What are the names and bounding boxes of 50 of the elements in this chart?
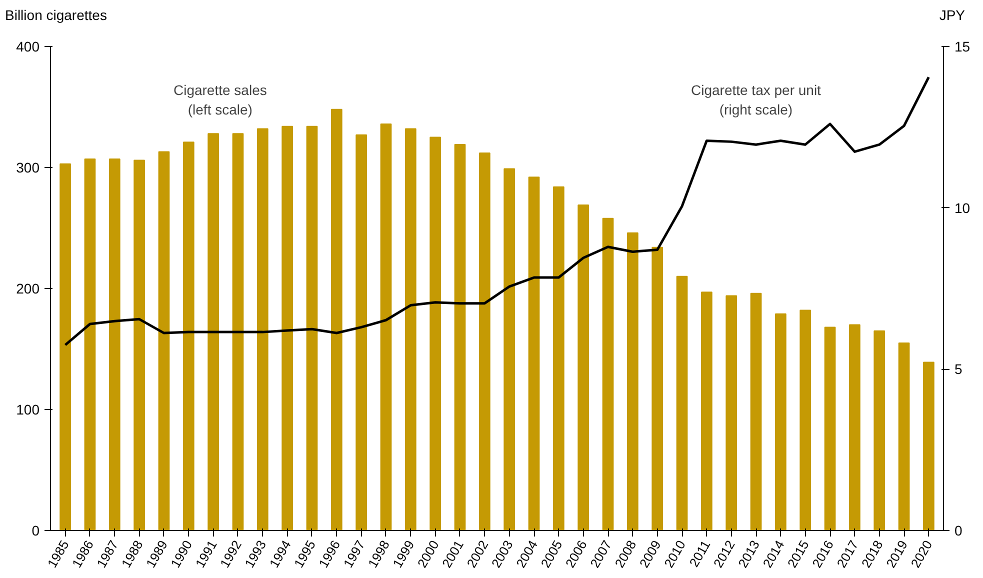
y2-tick-label: 5 (954, 361, 962, 378)
y2-tick-label: 10 (954, 200, 970, 216)
bar (256, 128, 268, 530)
bar (306, 126, 318, 530)
bar (454, 144, 466, 530)
y2-tick-label: 15 (954, 38, 970, 54)
y-tick-label: 100 (16, 402, 40, 418)
bar (356, 134, 368, 530)
bar (60, 163, 71, 530)
bar (182, 142, 194, 530)
bar (750, 292, 762, 530)
bar (578, 204, 590, 530)
bar (84, 158, 96, 530)
bar (134, 160, 145, 530)
bar (108, 158, 120, 530)
y-tick-label: 300 (16, 160, 40, 176)
bar (849, 324, 860, 530)
bar (504, 168, 516, 530)
y-tick-label: 0 (32, 522, 40, 538)
y-axis-title: Billion cigarettes (5, 6, 107, 25)
bar (701, 292, 712, 530)
bar (528, 176, 540, 530)
bar (430, 136, 442, 530)
bar (380, 123, 392, 530)
annotation: Cigarette sales (left scale) (173, 82, 267, 118)
line-series (64, 76, 930, 346)
y2-axis-title: JPY (939, 6, 965, 25)
annotation: Cigarette tax per unit (right scale) (690, 82, 822, 118)
y2-tick-label: 0 (954, 522, 962, 538)
bar (923, 362, 934, 530)
bar (676, 276, 688, 530)
bar (652, 246, 664, 530)
bar (208, 133, 219, 530)
bar (602, 218, 614, 530)
bar (775, 313, 786, 530)
bar (404, 128, 416, 530)
bar (282, 126, 293, 530)
bar (800, 310, 812, 530)
bar (232, 133, 244, 530)
bar (874, 330, 886, 530)
bar (626, 232, 638, 530)
bar (478, 152, 490, 530)
bar (158, 151, 170, 530)
bar (824, 326, 836, 530)
y-tick-label: 400 (16, 38, 40, 54)
bar (898, 342, 910, 530)
bar (552, 186, 564, 530)
bar (330, 108, 342, 530)
bar (726, 295, 738, 530)
y-tick-label: 200 (16, 280, 40, 296)
